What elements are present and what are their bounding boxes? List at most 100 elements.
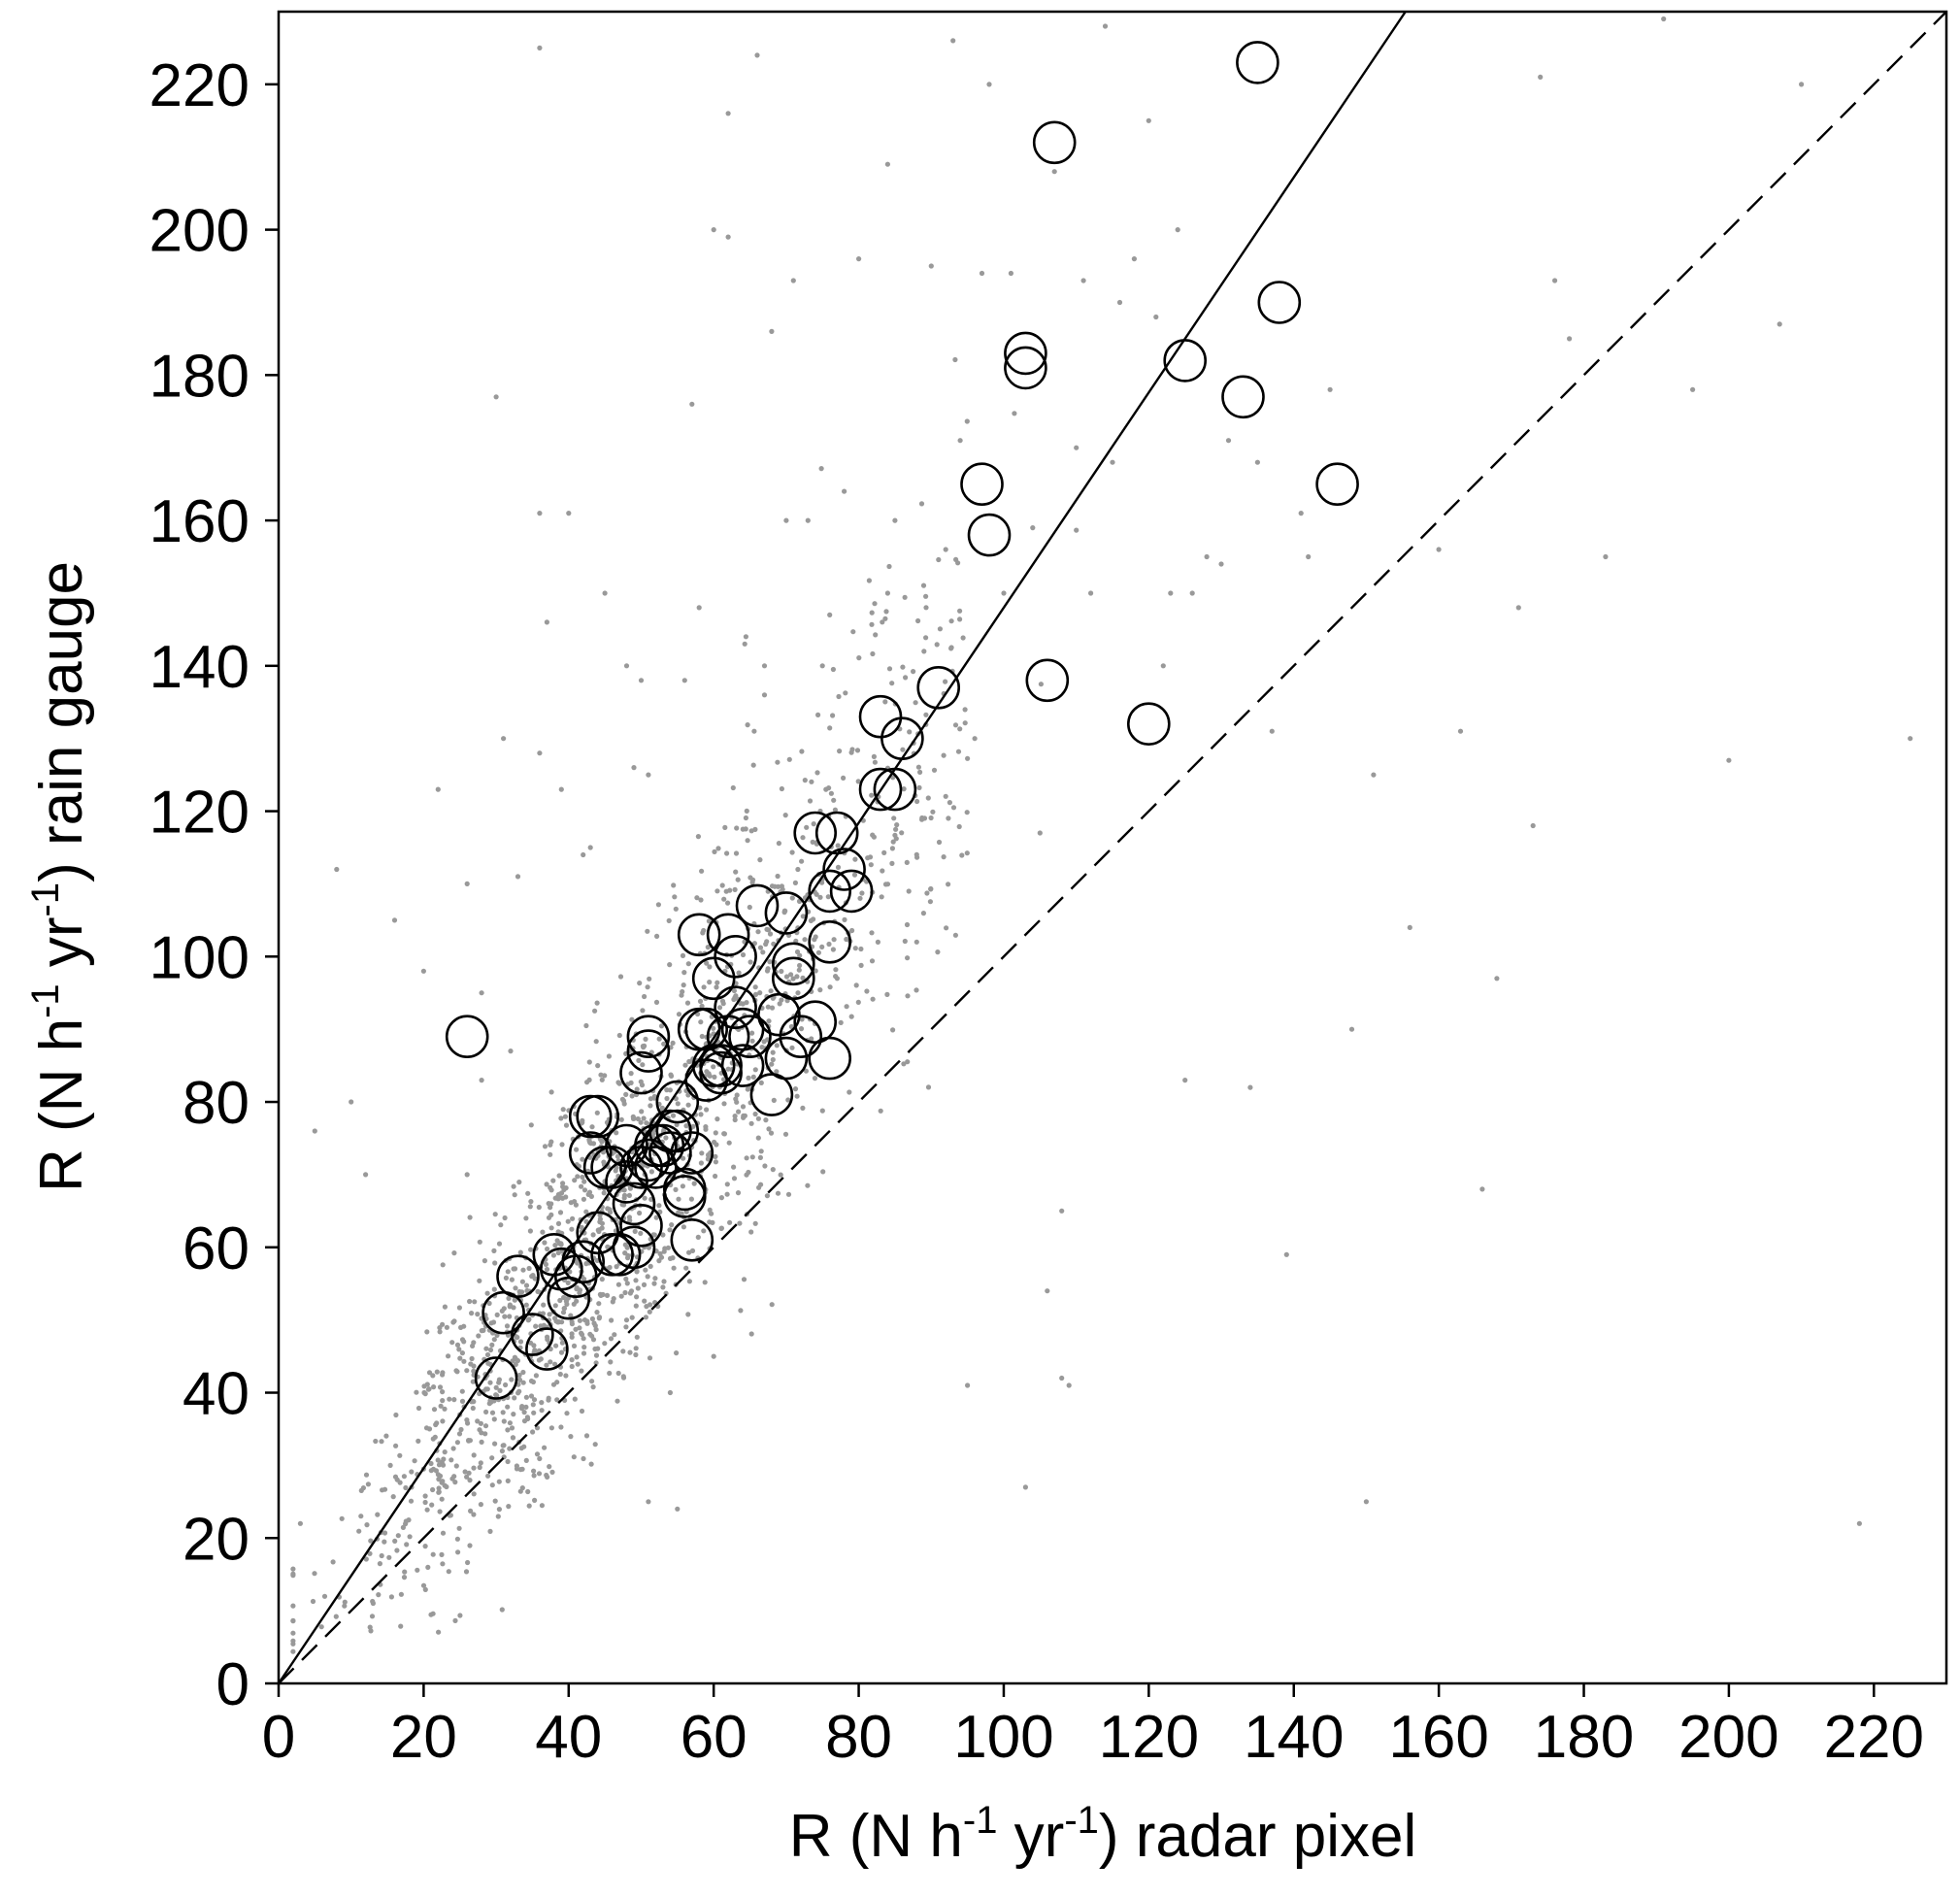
station-circle	[1221, 375, 1265, 419]
gauge-point	[827, 725, 833, 731]
gauge-point	[334, 866, 340, 873]
gauge-point	[612, 1332, 617, 1338]
gauge-point	[542, 1144, 548, 1149]
gauge-point	[602, 1341, 608, 1347]
gauge-point	[681, 1155, 686, 1161]
gauge-point	[454, 1342, 461, 1348]
gauge-point	[1327, 386, 1333, 392]
gauge-point	[478, 1502, 483, 1508]
gauge-point	[721, 1101, 727, 1107]
gauge-point	[633, 1303, 639, 1309]
station-circle	[605, 1160, 648, 1204]
gauge-point	[464, 1417, 470, 1423]
gauge-point	[710, 1219, 715, 1225]
reference-lines	[278, 11, 1947, 1684]
gauge-point	[491, 1337, 497, 1343]
y-tick-label: 100	[149, 924, 249, 991]
gauge-point	[624, 1281, 630, 1286]
gauge-point	[290, 1648, 296, 1654]
gauge-point	[869, 958, 876, 964]
gauge-point	[452, 1480, 458, 1485]
gauge-point	[391, 917, 398, 923]
gauge-point	[312, 1571, 317, 1577]
gauge-point	[943, 679, 948, 684]
gauge-point	[623, 1276, 629, 1281]
station-circle	[829, 869, 874, 914]
gauge-point	[927, 899, 934, 905]
station-circle	[670, 1218, 714, 1262]
gauge-point	[671, 882, 677, 888]
gauge-point	[1001, 590, 1007, 596]
gauge-point	[746, 1169, 751, 1176]
gauge-point	[844, 1004, 849, 1010]
gauge-point	[623, 1317, 630, 1323]
gauge-point	[509, 1425, 515, 1431]
gauge-point	[797, 952, 803, 958]
gauge-point	[523, 1282, 530, 1288]
gauge-point	[486, 1401, 492, 1407]
gauge-point	[458, 1426, 464, 1433]
gauge-point	[485, 1473, 491, 1479]
gauge-point	[680, 952, 686, 959]
gauge-point	[547, 1312, 552, 1317]
gauge-point	[731, 987, 738, 994]
gauge-point	[516, 1377, 523, 1382]
gauge-point	[906, 888, 912, 894]
gauge-point	[583, 1218, 589, 1224]
gauge-point	[599, 1077, 605, 1082]
gauge-point	[663, 1290, 669, 1296]
gauge-point	[487, 1347, 494, 1353]
gauge-point	[685, 1102, 691, 1108]
gauge-point	[453, 1368, 459, 1374]
gauge-point	[780, 886, 785, 892]
gauge-point	[1045, 1288, 1050, 1294]
station-circle	[670, 1131, 714, 1175]
gauge-point	[484, 1351, 491, 1358]
gauge-point	[799, 749, 805, 754]
gauge-point	[882, 616, 888, 621]
gauge-point	[743, 634, 749, 640]
gauge-point	[901, 1061, 907, 1067]
gauge-point	[907, 729, 913, 735]
gauge-point	[430, 1611, 436, 1616]
gauge-point	[415, 1567, 420, 1573]
gauge-point	[426, 1426, 433, 1432]
gauge-point	[431, 1407, 438, 1413]
gauge-point	[592, 1008, 598, 1014]
gauge-point	[928, 886, 934, 892]
gauge-point	[751, 728, 757, 734]
gauge-point	[472, 1299, 478, 1305]
gauge-point	[358, 1514, 364, 1519]
station-circle	[822, 848, 866, 891]
gauge-point	[946, 815, 951, 821]
gauge-point	[558, 1242, 564, 1248]
gauge-point	[467, 1543, 473, 1548]
gauge-point	[752, 984, 758, 990]
gauge-point	[755, 1135, 761, 1141]
gauge-point	[647, 1309, 652, 1315]
gauge-point	[528, 1393, 535, 1399]
gauge-point	[644, 1120, 649, 1126]
gauge-point	[508, 1048, 514, 1054]
gauge-point	[531, 1410, 537, 1415]
gauge-point	[605, 1244, 611, 1249]
gauge-point	[964, 418, 970, 424]
gauge-point	[817, 894, 823, 900]
gauge-point	[592, 1346, 598, 1352]
gauge-point	[505, 1427, 511, 1433]
gauge-point	[792, 880, 799, 886]
gauge-point	[1038, 682, 1044, 687]
gauge-point	[370, 1600, 376, 1607]
gauge-point	[713, 1130, 718, 1136]
gauge-point	[902, 938, 908, 945]
gauge-point	[928, 815, 934, 821]
gauge-point	[827, 984, 833, 990]
gauge-point	[736, 970, 742, 976]
gauge-point	[650, 1131, 656, 1137]
gauge-point	[705, 945, 711, 950]
gauge-point	[713, 1153, 718, 1159]
gauge-point	[789, 895, 795, 901]
gauge-point	[486, 1300, 492, 1307]
gauge-point	[535, 1288, 541, 1294]
gauge-point	[698, 1160, 705, 1166]
